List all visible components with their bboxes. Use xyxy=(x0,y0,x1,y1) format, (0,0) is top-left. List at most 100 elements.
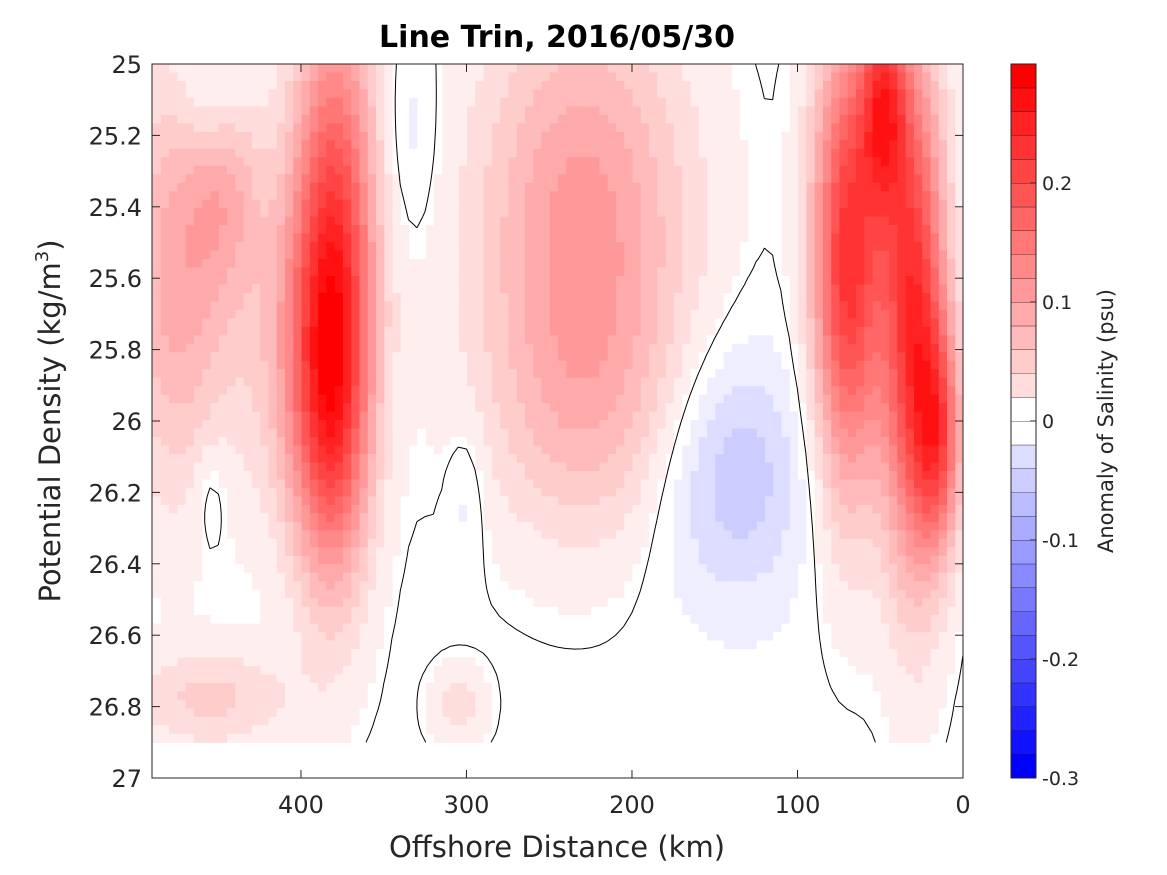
heatmap-cell xyxy=(582,97,592,107)
heatmap-cell xyxy=(342,97,352,107)
heatmap-cell xyxy=(706,301,716,311)
heatmap-cell xyxy=(441,470,451,481)
heatmap-cell xyxy=(946,369,956,379)
heatmap-cell xyxy=(731,411,741,421)
heatmap-cell xyxy=(251,420,261,430)
heatmap-cell xyxy=(880,352,890,362)
heatmap-cell xyxy=(822,72,832,82)
heatmap-cell xyxy=(334,242,343,252)
heatmap-cell xyxy=(309,369,319,379)
heatmap-cell xyxy=(209,80,219,91)
heatmap-cell xyxy=(929,165,939,175)
heatmap-cell xyxy=(483,216,492,226)
heatmap-cell xyxy=(772,165,782,175)
heatmap-cell xyxy=(350,309,360,319)
heatmap-cell xyxy=(731,292,741,303)
heatmap-cell xyxy=(226,377,236,387)
heatmap-cell xyxy=(623,275,633,286)
heatmap-cell xyxy=(723,369,732,379)
heatmap-cell xyxy=(913,343,923,353)
heatmap-cell xyxy=(764,242,774,252)
heatmap-cell xyxy=(251,208,261,218)
heatmap-cell xyxy=(797,335,807,345)
heatmap-cell xyxy=(226,233,236,243)
heatmap-cell xyxy=(871,89,881,99)
heatmap-cell xyxy=(805,420,815,430)
heatmap-cell xyxy=(516,411,525,421)
heatmap-cell xyxy=(342,309,352,319)
heatmap-cell xyxy=(797,89,807,99)
heatmap-cell xyxy=(449,182,459,192)
heatmap-cell xyxy=(880,403,890,413)
heatmap-cell xyxy=(623,250,633,260)
heatmap-cell xyxy=(582,225,592,235)
heatmap-cell xyxy=(607,182,617,192)
heatmap-cell xyxy=(731,131,741,141)
heatmap-cell xyxy=(433,309,443,319)
heatmap-cell xyxy=(334,462,343,472)
heatmap-cell xyxy=(772,114,782,124)
heatmap-cell xyxy=(160,326,170,336)
heatmap-cell xyxy=(954,428,963,438)
heatmap-cell xyxy=(152,64,161,74)
heatmap-cell xyxy=(516,309,525,319)
heatmap-cell xyxy=(706,182,716,192)
heatmap-cell xyxy=(623,72,633,82)
heatmap-cell xyxy=(408,301,418,311)
heatmap-cell xyxy=(598,360,608,370)
heatmap-cell xyxy=(938,411,948,421)
heatmap-cell xyxy=(325,275,335,286)
heatmap-cell xyxy=(474,437,484,447)
heatmap-cell xyxy=(938,242,948,252)
heatmap-cell xyxy=(358,182,368,192)
heatmap-cell xyxy=(358,369,368,379)
heatmap-cell xyxy=(209,470,219,481)
heatmap-cell xyxy=(433,106,443,116)
heatmap-cell xyxy=(267,326,277,336)
heatmap-cell xyxy=(772,140,782,150)
heatmap-cell xyxy=(499,479,509,489)
heatmap-cell xyxy=(822,394,832,404)
heatmap-cell xyxy=(863,216,873,226)
heatmap-cell xyxy=(929,318,939,328)
heatmap-cell xyxy=(391,420,401,430)
heatmap-cell xyxy=(590,140,600,150)
heatmap-cell xyxy=(292,106,302,116)
heatmap-cell xyxy=(822,301,832,311)
heatmap-cell xyxy=(425,242,434,252)
heatmap-cell xyxy=(855,97,865,107)
heatmap-cell xyxy=(582,216,592,226)
heatmap-cell xyxy=(251,233,261,243)
heatmap-cell xyxy=(706,462,716,472)
heatmap-cell xyxy=(259,199,269,209)
heatmap-cell xyxy=(822,89,832,99)
heatmap-cell xyxy=(243,411,252,421)
heatmap-cell xyxy=(549,301,559,311)
heatmap-cell xyxy=(938,462,948,472)
heatmap-cell xyxy=(905,80,914,91)
heatmap-cell xyxy=(913,403,923,413)
heatmap-cell xyxy=(938,360,948,370)
heatmap-cell xyxy=(160,114,170,124)
heatmap-cell xyxy=(516,208,525,218)
heatmap-cell xyxy=(441,242,451,252)
heatmap-cell xyxy=(648,437,658,447)
heatmap-cell xyxy=(342,275,352,286)
heatmap-cell xyxy=(474,335,484,345)
heatmap-cell xyxy=(631,72,641,82)
heatmap-cell xyxy=(425,64,434,74)
heatmap-cell xyxy=(714,267,724,277)
heatmap-cell xyxy=(234,343,244,353)
heatmap-cell xyxy=(400,360,410,370)
heatmap-cell xyxy=(954,403,963,413)
heatmap-cell xyxy=(838,403,848,413)
heatmap-cell xyxy=(747,199,757,209)
heatmap-cell xyxy=(665,437,674,447)
heatmap-cell xyxy=(731,259,741,269)
heatmap-cell xyxy=(698,470,708,481)
heatmap-cell xyxy=(309,275,319,286)
heatmap-cell xyxy=(689,123,699,133)
heatmap-cell xyxy=(863,411,873,421)
heatmap-cell xyxy=(234,360,244,370)
heatmap-cell xyxy=(905,326,914,336)
